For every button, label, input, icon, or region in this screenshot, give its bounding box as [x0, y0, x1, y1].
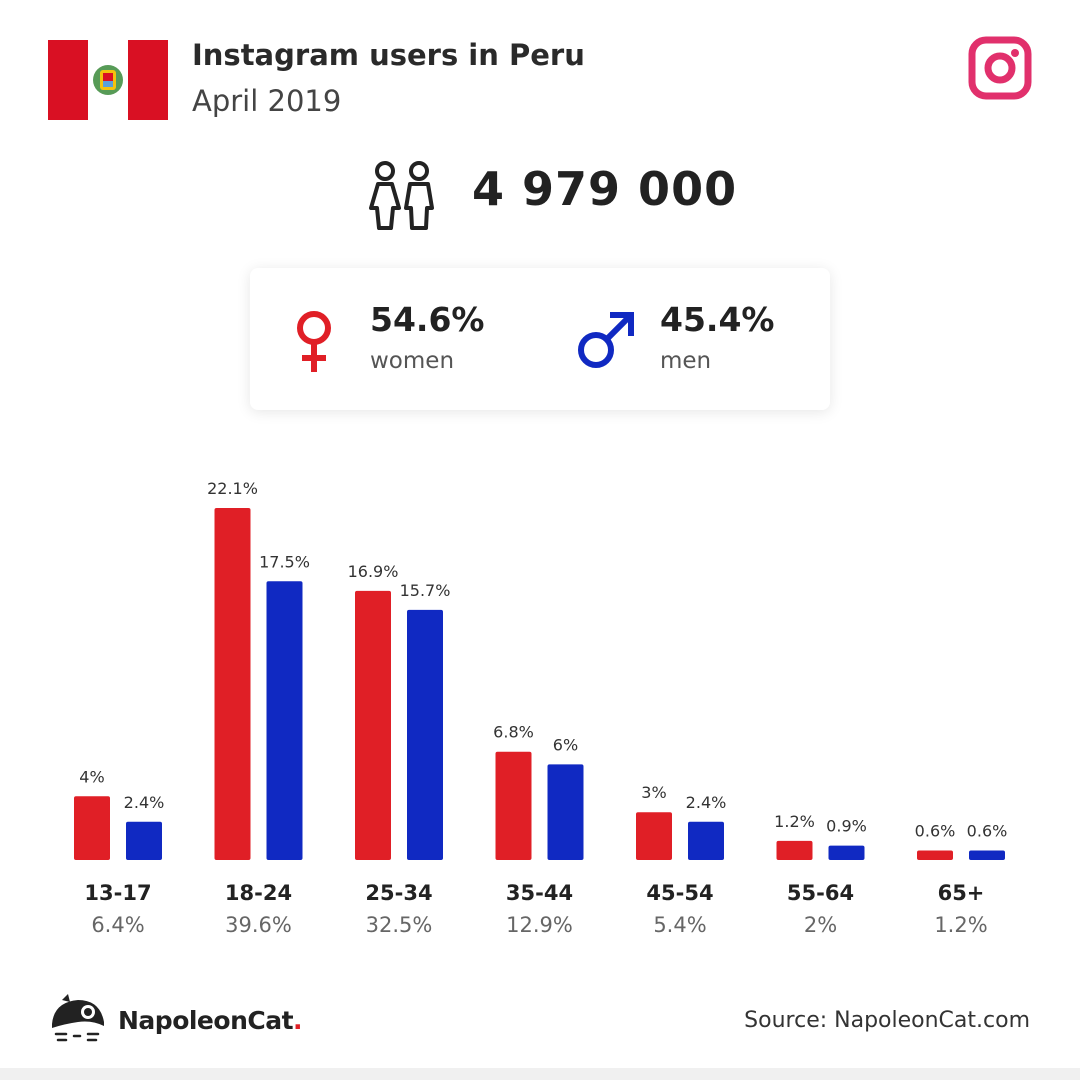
data-label-65+-series2: 0.6%	[967, 821, 1008, 840]
category-label-13-17: 13-17	[84, 881, 151, 905]
bottom-bar	[0, 1068, 1080, 1080]
data-label-25-34-series1: 16.9%	[348, 562, 399, 581]
group-total-13-17: 6.4%	[91, 913, 144, 937]
data-label-45-54-series1: 3%	[641, 783, 666, 802]
source-credit: Source: NapoleonCat.com	[744, 1008, 1030, 1033]
data-label-13-17-series2: 2.4%	[124, 793, 165, 812]
bar-35-44-series2	[547, 764, 584, 860]
men-label: men	[660, 348, 712, 374]
data-label-35-44-series1: 6.8%	[493, 723, 534, 742]
bar-65+-series1	[917, 850, 953, 860]
bar-25-34-series1	[355, 590, 391, 860]
bar-25-34-series2	[407, 609, 443, 860]
bar-35-44-series1	[495, 751, 532, 860]
group-total-18-24: 39.6%	[225, 913, 292, 937]
data-label-18-24-series1: 22.1%	[207, 479, 258, 498]
group-total-35-44: 12.9%	[506, 913, 573, 937]
category-label-55-64: 55-64	[787, 881, 854, 905]
bar-45-54-series2	[688, 821, 724, 860]
data-label-25-34-series2: 15.7%	[400, 581, 451, 600]
bar-55-64-series1	[776, 840, 813, 860]
category-label-65+: 65+	[938, 881, 985, 905]
brand-name-dot: .	[293, 1006, 303, 1035]
data-label-55-64-series2: 0.9%	[826, 817, 867, 836]
brand-name-text: NapoleonCat	[118, 1006, 294, 1035]
data-label-18-24-series2: 17.5%	[259, 552, 310, 571]
age-gender-bar-chart: 4% 2.4% 13-17 6.4% 22.1% 17.5% 18-24 39.6% 16.9%…	[74, 479, 1008, 937]
bar-55-64-series2	[828, 845, 865, 860]
page-title: Instagram users in Peru	[192, 38, 585, 72]
napoleoncat-logo-icon	[52, 994, 104, 1042]
bar-65+-series2	[969, 850, 1005, 860]
male-symbol-icon	[578, 312, 634, 368]
data-label-65+-series1: 0.6%	[915, 821, 956, 840]
peru-flag-icon	[48, 40, 168, 120]
bar-45-54-series1	[636, 812, 672, 860]
total-users-value: 4 979 000	[472, 162, 738, 216]
instagram-icon	[968, 36, 1032, 100]
women-percentage: 54.6%	[370, 300, 485, 339]
brand-name: NapoleonCat.	[118, 1006, 303, 1035]
data-label-13-17-series1: 4%	[79, 767, 104, 786]
category-label-25-34: 25-34	[365, 881, 432, 905]
users-icon	[369, 161, 434, 230]
data-label-55-64-series1: 1.2%	[774, 812, 815, 831]
group-total-25-34: 32.5%	[366, 913, 433, 937]
category-label-18-24: 18-24	[225, 881, 292, 905]
bar-13-17-series2	[126, 821, 162, 860]
gender-card: 54.6% women 45.4% men	[250, 268, 830, 410]
category-label-45-54: 45-54	[646, 881, 713, 905]
bar-18-24-series2	[266, 581, 303, 860]
category-label-35-44: 35-44	[506, 881, 573, 905]
women-label: women	[370, 348, 455, 374]
female-symbol-icon	[297, 311, 331, 372]
group-total-45-54: 5.4%	[653, 913, 706, 937]
group-total-55-64: 2%	[804, 913, 837, 937]
men-percentage: 45.4%	[660, 300, 775, 339]
data-label-45-54-series2: 2.4%	[686, 793, 727, 812]
page-subtitle: April 2019	[192, 84, 342, 118]
data-label-35-44-series2: 6%	[553, 735, 578, 754]
bar-18-24-series1	[214, 508, 251, 860]
bar-13-17-series1	[74, 796, 110, 860]
group-total-65+: 1.2%	[934, 913, 987, 937]
